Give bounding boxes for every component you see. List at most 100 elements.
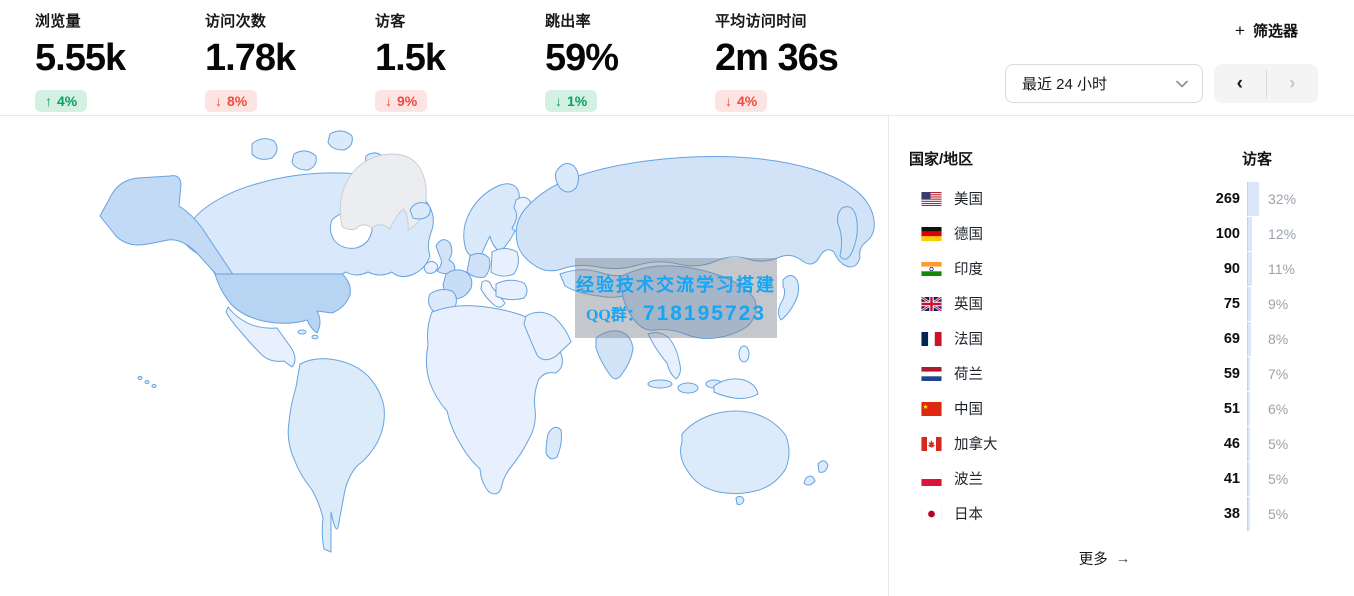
country-visitors-value: 75 <box>1223 295 1240 312</box>
map-region-iceland[interactable] <box>409 202 431 220</box>
stat-value: 1.5k <box>375 37 446 79</box>
map-country-shape[interactable] <box>555 163 580 193</box>
map-country-shape[interactable] <box>738 345 750 363</box>
countries-list: 美国 269 32% 德国 100 12% 印度 90 11% 英国 75 9% 法国 69 8% 荷兰 59 7… <box>909 181 1300 531</box>
map-country-shape[interactable] <box>214 273 351 334</box>
flag-fr-icon <box>921 331 942 346</box>
map-country-shape[interactable] <box>144 380 150 384</box>
map-country-shape[interactable] <box>466 252 491 278</box>
map-country-shape[interactable] <box>291 150 317 171</box>
stat-value: 59% <box>545 37 619 79</box>
flag-nl-icon <box>921 366 942 381</box>
map-country-shape[interactable] <box>463 183 520 259</box>
map-country-shape[interactable] <box>287 358 385 553</box>
trend-percent: 1% <box>567 93 588 109</box>
country-name: 荷兰 <box>954 367 983 383</box>
map-country-shape[interactable] <box>621 265 757 339</box>
country-name: 日本 <box>954 507 983 523</box>
stat-change-badge: ↓ 4% <box>715 90 768 112</box>
country-name: 印度 <box>954 262 983 278</box>
percent-bar <box>1247 216 1260 251</box>
arrow-right-icon: → <box>1115 550 1131 567</box>
map-country-shape[interactable] <box>677 382 699 394</box>
map-country-shape[interactable] <box>515 156 875 272</box>
map-region-greenland[interactable] <box>339 153 427 231</box>
map-country-shape[interactable] <box>713 378 759 399</box>
flag-pl-icon <box>921 471 942 486</box>
map-region-asia[interactable] <box>515 156 875 399</box>
map-country-shape[interactable] <box>339 153 427 231</box>
stat-label: 跳出率 <box>545 13 591 30</box>
watermark-qq-label: QQ群： <box>585 306 643 324</box>
country-percent: 32% <box>1268 190 1297 207</box>
stat-value: 2m 36s <box>715 37 839 79</box>
more-link[interactable]: 更多 → <box>909 548 1300 569</box>
country-row[interactable]: 美国 269 32% <box>909 181 1300 216</box>
stat-change-badge: ↓ 8% <box>205 90 258 112</box>
country-percent: 6% <box>1268 400 1289 417</box>
percent-bar <box>1247 181 1260 216</box>
world-map[interactable] <box>0 116 888 596</box>
map-country-shape[interactable] <box>523 311 572 361</box>
map-country-shape[interactable] <box>545 426 562 460</box>
map-country-shape[interactable] <box>225 306 296 368</box>
map-country-shape[interactable] <box>409 202 431 220</box>
flag-us-icon <box>921 191 942 206</box>
watermark-line1: 经验技术交流学习搭建 <box>576 274 776 295</box>
country-row[interactable]: 荷兰 59 7% <box>909 356 1300 391</box>
map-country-shape[interactable] <box>803 475 816 486</box>
map-country-shape[interactable] <box>735 495 745 505</box>
trend-arrow-icon: ↓ <box>555 93 562 109</box>
map-country-shape[interactable] <box>137 376 143 380</box>
flag-jp-icon <box>921 506 942 521</box>
map-country-shape[interactable] <box>778 275 800 321</box>
more-label: 更多 <box>1078 552 1108 568</box>
map-country-shape[interactable] <box>837 206 858 260</box>
watermark-line2: QQ群：718195723 <box>586 301 766 326</box>
map-country-shape[interactable] <box>817 460 829 473</box>
map-country-shape[interactable] <box>595 330 634 380</box>
country-visitors-value: 90 <box>1223 260 1240 277</box>
add-filter-button[interactable]: + 筛选器 <box>1235 20 1298 41</box>
date-range-select[interactable]: 最近 24 小时 <box>1005 64 1203 103</box>
map-country-shape[interactable] <box>311 334 319 340</box>
map-country-shape[interactable] <box>495 279 528 301</box>
trend-percent: 8% <box>227 93 248 109</box>
map-country-shape[interactable] <box>251 138 278 160</box>
map-country-shape[interactable] <box>647 379 673 389</box>
map-country-shape[interactable] <box>423 260 439 274</box>
trend-percent: 9% <box>397 93 418 109</box>
country-row[interactable]: 加拿大 46 5% <box>909 426 1300 461</box>
country-percent: 5% <box>1268 470 1289 487</box>
percent-bar <box>1247 496 1260 531</box>
map-country-shape[interactable] <box>151 384 157 388</box>
map-country-shape[interactable] <box>680 410 790 495</box>
map-country-shape[interactable] <box>99 175 235 284</box>
country-name: 美国 <box>954 192 983 208</box>
country-row[interactable]: 中国 51 6% <box>909 391 1300 426</box>
map-country-shape[interactable] <box>490 248 519 277</box>
country-name: 德国 <box>954 227 983 243</box>
country-row[interactable]: 波兰 41 5% <box>909 461 1300 496</box>
country-row[interactable]: 英国 75 9% <box>909 286 1300 321</box>
map-region-europe[interactable] <box>423 183 534 313</box>
country-visitors-value: 69 <box>1223 330 1240 347</box>
percent-bar <box>1247 251 1260 286</box>
next-period-button[interactable]: › <box>1267 64 1319 103</box>
map-country-shape[interactable] <box>327 130 353 151</box>
watermark-qq-number: 718195723 <box>642 301 767 325</box>
country-row[interactable]: 德国 100 12% <box>909 216 1300 251</box>
countries-panel: 国家/地区 访客 美国 269 32% 德国 100 12% 印度 90 11% 英国 75 9% 法国… <box>889 116 1354 596</box>
country-row[interactable]: 印度 90 11% <box>909 251 1300 286</box>
country-row[interactable]: 日本 38 5% <box>909 496 1300 531</box>
map-region-oceania[interactable] <box>680 410 829 505</box>
map-country-shape[interactable] <box>647 332 681 380</box>
filter-button-label: 筛选器 <box>1252 23 1298 40</box>
map-country-shape[interactable] <box>435 239 456 275</box>
flag-gb-icon <box>921 296 942 311</box>
map-region-south-america[interactable] <box>287 358 385 553</box>
country-row[interactable]: 法国 69 8% <box>909 321 1300 356</box>
map-country-shape[interactable] <box>297 329 307 335</box>
map-country-shape[interactable] <box>480 280 506 308</box>
prev-period-button[interactable]: ‹ <box>1214 64 1266 103</box>
